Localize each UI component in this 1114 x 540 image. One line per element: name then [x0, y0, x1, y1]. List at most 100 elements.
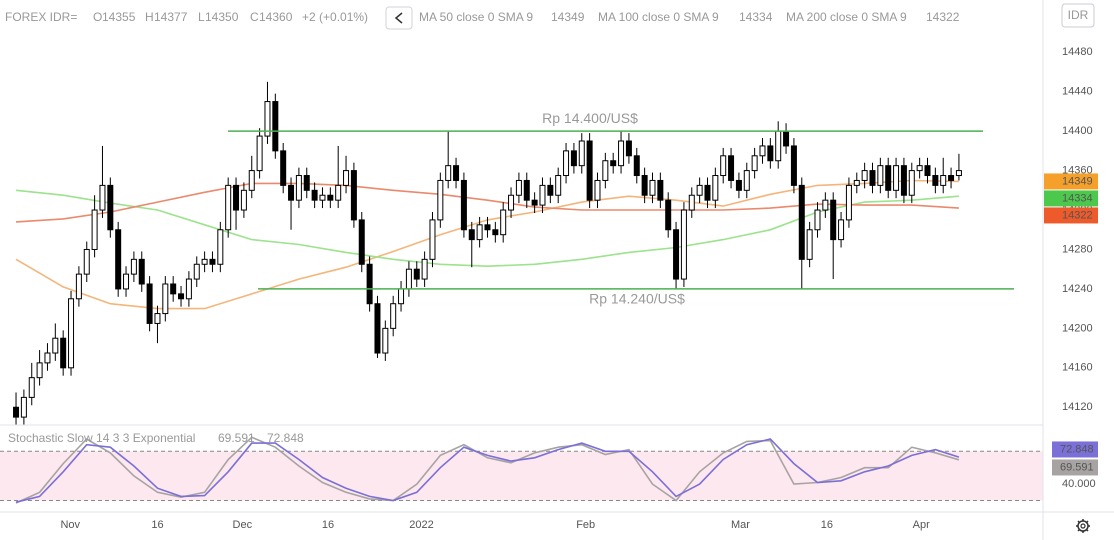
currency-button[interactable]: IDR [1061, 3, 1095, 28]
horizontal-line-label: Rp 14.240/US$ [589, 291, 685, 307]
candle-body [885, 165, 892, 191]
currency-box[interactable] [1061, 3, 1095, 28]
y-tick-label: 14440 [1062, 86, 1093, 98]
candle-body [908, 170, 915, 196]
candle-body [531, 199, 538, 206]
candle-body [201, 258, 208, 265]
candle-body [476, 224, 483, 241]
candle-body [83, 248, 90, 275]
button-box[interactable] [385, 6, 413, 30]
ohlc-letter: H [145, 10, 154, 24]
gear-teeth [1076, 519, 1090, 533]
candle-body [311, 189, 318, 201]
stoch-title: Stochastic Slow 14 3 3 Exponential [8, 431, 195, 445]
candle-body [751, 155, 758, 172]
candle-body [775, 130, 782, 162]
candle-body [500, 209, 507, 236]
settings-button[interactable] [1076, 519, 1090, 533]
candle-body [916, 165, 923, 172]
candle-body [783, 130, 790, 147]
candle-body [178, 293, 185, 300]
ma-value: 14334 [739, 10, 773, 24]
candle-body [814, 209, 821, 231]
candle-body [830, 199, 837, 241]
candle-body [123, 273, 130, 290]
candle-body [264, 101, 271, 137]
y-tick-label: 14120 [1062, 401, 1093, 413]
candle-body [319, 194, 326, 201]
candle-body [429, 219, 436, 260]
candle-body [955, 170, 962, 177]
candle-body [563, 150, 570, 177]
candle-body [13, 406, 20, 418]
ma-value: 14322 [926, 10, 960, 24]
price-badge-label: 14322 [1062, 209, 1093, 221]
candle-body [806, 229, 813, 260]
candle-body [193, 263, 200, 280]
y-tick-label: 14280 [1062, 243, 1093, 255]
price-badge [1044, 173, 1098, 190]
price-badge-label: 14349 [1062, 175, 1093, 187]
candle-body [586, 140, 593, 201]
y-tick-label: 14400 [1062, 125, 1093, 137]
candle-body [280, 150, 287, 186]
candle-body [75, 273, 82, 300]
change: +2 (+0.01%) [302, 10, 368, 24]
x-tick-label: Mar [731, 519, 750, 531]
candle-body [44, 352, 51, 364]
candle-body [170, 283, 177, 295]
candle-body [225, 184, 232, 231]
candle-body [91, 209, 98, 250]
candle-body [602, 160, 609, 181]
line [15, 438, 960, 503]
collapse-button[interactable] [385, 6, 413, 30]
candle-body [696, 184, 703, 196]
ma-legend: MA 200 close 0 SMA 9 [786, 10, 907, 24]
low-value: 14350 [205, 10, 239, 24]
candle-body [743, 170, 750, 191]
candle-body [861, 170, 868, 181]
candle-body [838, 219, 845, 241]
close-value: 14360 [259, 10, 293, 24]
candle-body [130, 258, 137, 275]
candle-body [539, 184, 546, 206]
candle-body [845, 184, 852, 221]
candle-body [374, 303, 381, 354]
stoch-badge [1052, 441, 1098, 458]
price-badge [1044, 190, 1098, 207]
candle-body [673, 229, 680, 280]
line [15, 436, 960, 504]
stoch-pane [15, 436, 960, 504]
open-value: 14355 [102, 10, 136, 24]
candle-body [633, 155, 640, 177]
candle-body [398, 288, 405, 305]
y-tick-label: 40.000 [1062, 478, 1096, 490]
y-tick-label: 14480 [1062, 46, 1093, 58]
candle-body [932, 175, 939, 186]
candle-body [366, 263, 373, 305]
candle-body [240, 189, 247, 211]
candle-body [790, 145, 797, 186]
candle-body [704, 184, 711, 201]
candle-body [350, 170, 357, 221]
candle-body [523, 179, 530, 201]
candle-body [570, 150, 577, 167]
candle-body [492, 229, 499, 236]
candle-body [555, 175, 562, 196]
price-pane [13, 81, 962, 425]
candle-body [390, 303, 397, 329]
candle-body [508, 194, 515, 211]
gear-hub [1080, 523, 1086, 529]
x-tick-label: Nov [60, 519, 80, 531]
candle-body [665, 199, 672, 231]
candle-body [28, 377, 35, 398]
candle-body [107, 184, 114, 231]
candle-body [185, 278, 192, 300]
ma-legend: MA 50 close 0 SMA 9 [419, 10, 533, 24]
candle-body [657, 179, 664, 201]
candle-body [68, 298, 75, 369]
stoch-d-value: 72.848 [267, 431, 304, 445]
candle-body [405, 268, 412, 290]
stoch-badge-label: 72.848 [1060, 443, 1094, 455]
